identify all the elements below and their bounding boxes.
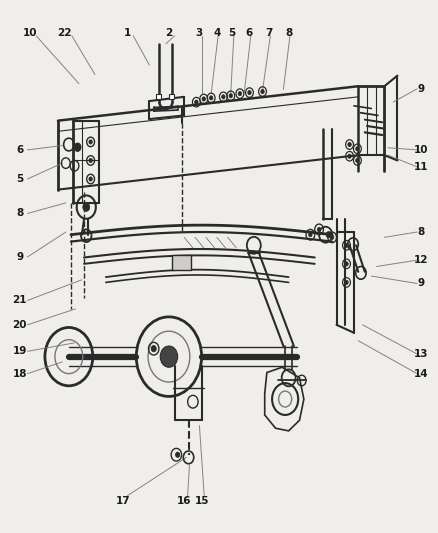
Text: 8: 8 — [16, 208, 23, 219]
Text: 20: 20 — [12, 320, 27, 330]
Text: 9: 9 — [418, 278, 425, 288]
Text: 22: 22 — [57, 28, 72, 38]
Text: 5: 5 — [229, 28, 236, 38]
FancyBboxPatch shape — [169, 94, 174, 100]
Text: 8: 8 — [418, 227, 425, 237]
Circle shape — [222, 95, 225, 99]
Circle shape — [356, 147, 359, 151]
Circle shape — [318, 227, 321, 231]
Circle shape — [326, 231, 331, 238]
Circle shape — [356, 158, 359, 163]
Text: 6: 6 — [246, 28, 253, 38]
Text: 17: 17 — [116, 496, 131, 506]
FancyBboxPatch shape — [156, 94, 161, 100]
Text: 4: 4 — [213, 28, 220, 38]
Circle shape — [160, 346, 178, 367]
Circle shape — [348, 142, 351, 147]
Text: 18: 18 — [12, 369, 27, 378]
Circle shape — [176, 452, 180, 457]
Text: 14: 14 — [414, 369, 429, 378]
Text: 21: 21 — [12, 295, 27, 305]
Circle shape — [309, 232, 312, 237]
Circle shape — [202, 97, 205, 101]
Text: 6: 6 — [16, 145, 23, 155]
Text: 7: 7 — [265, 28, 273, 38]
Text: 16: 16 — [177, 496, 191, 506]
Circle shape — [209, 96, 213, 100]
Circle shape — [345, 243, 348, 247]
Text: 8: 8 — [285, 28, 292, 38]
Text: 10: 10 — [22, 28, 37, 38]
Circle shape — [151, 345, 156, 352]
Circle shape — [238, 92, 242, 96]
Text: 19: 19 — [12, 346, 27, 357]
Text: 9: 9 — [418, 84, 425, 94]
Text: 15: 15 — [194, 496, 209, 506]
Circle shape — [83, 203, 90, 212]
Circle shape — [229, 94, 233, 98]
Circle shape — [348, 154, 351, 158]
Text: 1: 1 — [124, 28, 131, 38]
Circle shape — [248, 91, 251, 95]
Text: 3: 3 — [196, 28, 203, 38]
Circle shape — [330, 235, 334, 239]
Circle shape — [89, 177, 92, 181]
Circle shape — [345, 262, 348, 266]
Text: 10: 10 — [414, 145, 429, 155]
Text: 5: 5 — [16, 174, 23, 184]
Circle shape — [345, 280, 348, 285]
FancyBboxPatch shape — [173, 255, 191, 270]
Circle shape — [89, 140, 92, 144]
Circle shape — [89, 158, 92, 163]
Text: 11: 11 — [414, 162, 429, 172]
Text: 13: 13 — [414, 349, 429, 359]
Text: 9: 9 — [16, 252, 23, 262]
Circle shape — [74, 143, 81, 151]
Circle shape — [194, 100, 198, 104]
Text: 12: 12 — [414, 255, 429, 265]
Text: 2: 2 — [165, 28, 173, 38]
Circle shape — [261, 90, 264, 94]
